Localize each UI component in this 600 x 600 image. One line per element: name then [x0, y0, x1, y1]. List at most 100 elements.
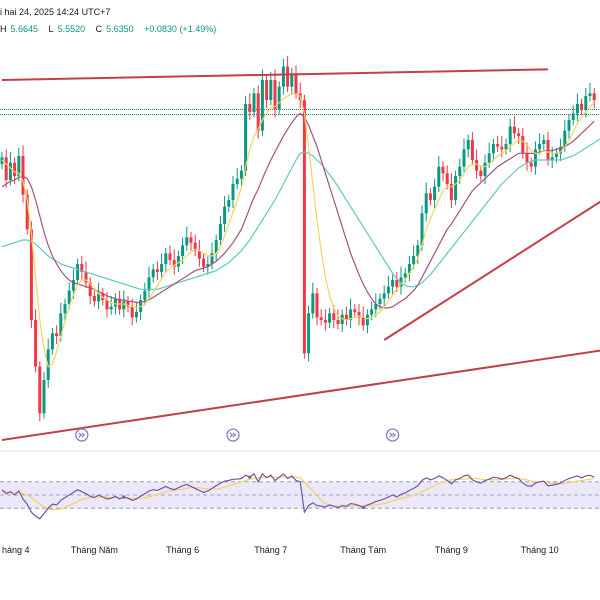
- candle[interactable]: [424, 182, 428, 222]
- candle[interactable]: [542, 134, 546, 152]
- candle[interactable]: [109, 296, 113, 315]
- candle[interactable]: [433, 178, 437, 208]
- candle[interactable]: [63, 298, 67, 322]
- candle[interactable]: [399, 266, 403, 295]
- candle[interactable]: [466, 134, 470, 158]
- candle[interactable]: [155, 261, 159, 280]
- candle[interactable]: [365, 309, 369, 334]
- candle[interactable]: [504, 138, 508, 155]
- candle[interactable]: [130, 298, 134, 326]
- event-marker-icon[interactable]: [226, 428, 240, 442]
- rsi-ma-line[interactable]: [2, 475, 595, 511]
- candle[interactable]: [92, 288, 96, 307]
- candle[interactable]: [437, 156, 441, 192]
- candle[interactable]: [38, 361, 42, 422]
- candle[interactable]: [454, 170, 458, 206]
- candle[interactable]: [134, 301, 138, 323]
- candle[interactable]: [214, 234, 218, 262]
- candle[interactable]: [525, 142, 529, 171]
- candle[interactable]: [248, 93, 252, 120]
- candle[interactable]: [176, 250, 180, 272]
- candle[interactable]: [34, 309, 38, 372]
- candle[interactable]: [206, 256, 210, 275]
- candle[interactable]: [97, 282, 101, 310]
- ma-slow-line[interactable]: [1, 137, 600, 290]
- candle[interactable]: [538, 133, 542, 155]
- candle[interactable]: [361, 306, 365, 331]
- candle[interactable]: [218, 216, 222, 246]
- candle[interactable]: [193, 234, 197, 256]
- candle[interactable]: [21, 145, 25, 203]
- candle[interactable]: [147, 266, 151, 299]
- candle[interactable]: [470, 132, 474, 166]
- candle[interactable]: [462, 138, 466, 172]
- candle[interactable]: [189, 232, 193, 251]
- candle[interactable]: [353, 304, 357, 318]
- candle[interactable]: [580, 98, 584, 115]
- candle[interactable]: [559, 138, 563, 162]
- candle[interactable]: [50, 328, 54, 355]
- candle[interactable]: [202, 253, 206, 272]
- candle[interactable]: [307, 305, 311, 362]
- event-marker-icon[interactable]: [385, 428, 400, 442]
- candle[interactable]: [76, 258, 80, 286]
- trendline-1[interactable]: [1, 343, 600, 441]
- candle[interactable]: [273, 69, 277, 118]
- candle[interactable]: [151, 264, 155, 283]
- candle[interactable]: [512, 116, 516, 139]
- candle[interactable]: [575, 93, 579, 122]
- candle[interactable]: [164, 248, 168, 272]
- candle[interactable]: [239, 165, 243, 187]
- candle[interactable]: [496, 136, 500, 152]
- candle[interactable]: [4, 149, 8, 188]
- candle[interactable]: [252, 88, 256, 118]
- candle[interactable]: [302, 94, 306, 359]
- candle[interactable]: [88, 277, 92, 304]
- candle[interactable]: [235, 168, 239, 190]
- candle[interactable]: [386, 276, 390, 299]
- candle[interactable]: [55, 325, 59, 344]
- candle[interactable]: [277, 81, 281, 115]
- candle[interactable]: [126, 296, 130, 312]
- candle[interactable]: [260, 69, 264, 136]
- candle[interactable]: [407, 256, 411, 282]
- candle[interactable]: [197, 240, 201, 267]
- price-pane[interactable]: [0, 56, 600, 442]
- candle[interactable]: [336, 309, 340, 330]
- candle[interactable]: [340, 309, 344, 332]
- candle[interactable]: [449, 173, 453, 208]
- candle[interactable]: [185, 226, 189, 251]
- trendline-2[interactable]: [383, 168, 600, 341]
- candle[interactable]: [571, 105, 575, 126]
- candle[interactable]: [319, 309, 323, 326]
- ma-fast-line[interactable]: [1, 92, 595, 368]
- candle[interactable]: [517, 128, 521, 144]
- candle[interactable]: [17, 148, 21, 182]
- candle[interactable]: [315, 288, 319, 326]
- rsi-pane[interactable]: [0, 450, 600, 520]
- candle[interactable]: [441, 161, 445, 182]
- trendline-0[interactable]: [1, 68, 549, 81]
- candle[interactable]: [25, 189, 29, 235]
- candle[interactable]: [84, 261, 88, 288]
- candle[interactable]: [357, 304, 361, 326]
- candle[interactable]: [428, 188, 432, 206]
- candle[interactable]: [344, 306, 348, 326]
- candle[interactable]: [168, 245, 172, 266]
- candle[interactable]: [391, 274, 395, 295]
- candle[interactable]: [588, 82, 592, 102]
- candle[interactable]: [349, 298, 353, 328]
- candle[interactable]: [231, 176, 235, 208]
- candle[interactable]: [416, 240, 420, 264]
- candle[interactable]: [491, 138, 495, 162]
- candle[interactable]: [294, 65, 298, 99]
- candle[interactable]: [227, 194, 231, 212]
- candle[interactable]: [445, 165, 449, 190]
- candle[interactable]: [290, 68, 294, 95]
- candle[interactable]: [382, 285, 386, 307]
- event-marker-icon[interactable]: [75, 428, 89, 442]
- ma-mid-line[interactable]: [1, 112, 595, 309]
- candle[interactable]: [223, 196, 227, 232]
- candle[interactable]: [533, 141, 537, 175]
